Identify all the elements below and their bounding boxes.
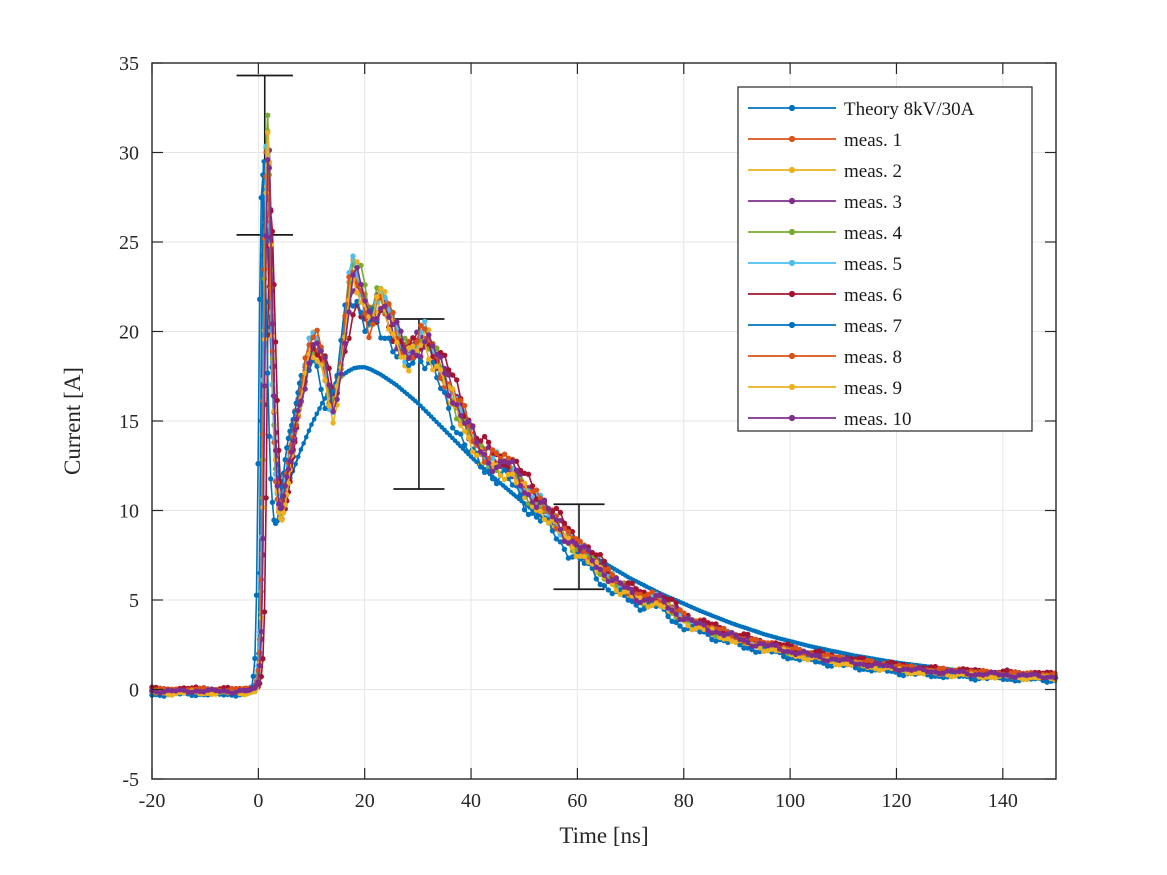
legend-label: meas. 1 — [844, 130, 902, 151]
legend-marker — [788, 135, 796, 143]
legend-entry: meas. 10 — [748, 409, 912, 430]
y-tick-label: 10 — [119, 501, 139, 523]
y-tick-label: 15 — [119, 411, 139, 433]
legend-entry: Theory 8kV/30A — [748, 99, 975, 120]
y-tick-label: 25 — [119, 232, 139, 254]
y-tick-label: 30 — [119, 143, 139, 165]
legend-label: meas. 3 — [844, 192, 902, 213]
legend-label: meas. 5 — [844, 254, 902, 275]
legend-entry: meas. 7 — [748, 316, 902, 337]
x-tick-label: 20 — [355, 790, 375, 812]
legend-entry: meas. 2 — [748, 161, 902, 182]
legend-marker — [788, 228, 796, 236]
legend-marker — [788, 104, 796, 112]
legend-entry: meas. 6 — [748, 285, 902, 306]
legend-marker — [788, 352, 796, 360]
x-tick-label: 100 — [775, 790, 805, 812]
x-tick-label: 120 — [881, 790, 911, 812]
legend-label: meas. 6 — [844, 285, 902, 306]
x-tick-label: 80 — [674, 790, 694, 812]
legend-label: Theory 8kV/30A — [844, 99, 975, 120]
y-tick-label: 35 — [119, 53, 139, 75]
x-tick-label: 0 — [253, 790, 263, 812]
legend-entry: meas. 9 — [748, 378, 902, 399]
legend: Theory 8kV/30A meas. 1 meas. 2 meas. 3 meas.… — [737, 86, 1033, 432]
y-tick-label: 20 — [119, 322, 139, 344]
y-tick-label: 0 — [129, 680, 139, 702]
legend-entry: meas. 3 — [748, 192, 902, 213]
legend-label: meas. 9 — [844, 378, 902, 399]
tick-labels: -20 0 20 40 60 80 100 120 140 -5 0 5 10 15 20 25 30 35 — [119, 53, 1018, 812]
legend-label: meas. 7 — [844, 316, 902, 337]
legend-marker — [788, 290, 796, 298]
legend-label: meas. 4 — [844, 223, 903, 244]
x-tick-label: 60 — [567, 790, 587, 812]
axes-box-and-ticks — [151, 62, 1057, 780]
legend-entry: meas. 8 — [748, 347, 902, 368]
y-tick-label: 5 — [129, 590, 139, 612]
x-axis-label: Time [ns] — [559, 823, 648, 848]
y-axis-label: Current [A] — [60, 367, 85, 475]
legend-box — [737, 86, 1033, 432]
legend-marker — [788, 166, 796, 174]
legend-label: meas. 2 — [844, 161, 902, 182]
legend-marker — [788, 383, 796, 391]
legend-marker — [788, 414, 796, 422]
x-tick-label: 40 — [461, 790, 481, 812]
legend-marker — [788, 197, 796, 205]
x-tick-label: -20 — [139, 790, 166, 812]
legend-entry: meas. 4 — [748, 223, 903, 244]
data-series — [149, 112, 1059, 699]
legend-entry: meas. 1 — [748, 130, 902, 151]
x-tick-label: 140 — [988, 790, 1018, 812]
series-measurement-10 — [149, 157, 1058, 696]
legend-label: meas. 10 — [844, 409, 912, 430]
legend-label: meas. 8 — [844, 347, 902, 368]
legend-entry: meas. 5 — [748, 254, 902, 275]
y-tick-label: -5 — [122, 769, 139, 791]
legend-marker — [788, 259, 796, 267]
legend-marker — [788, 321, 796, 329]
